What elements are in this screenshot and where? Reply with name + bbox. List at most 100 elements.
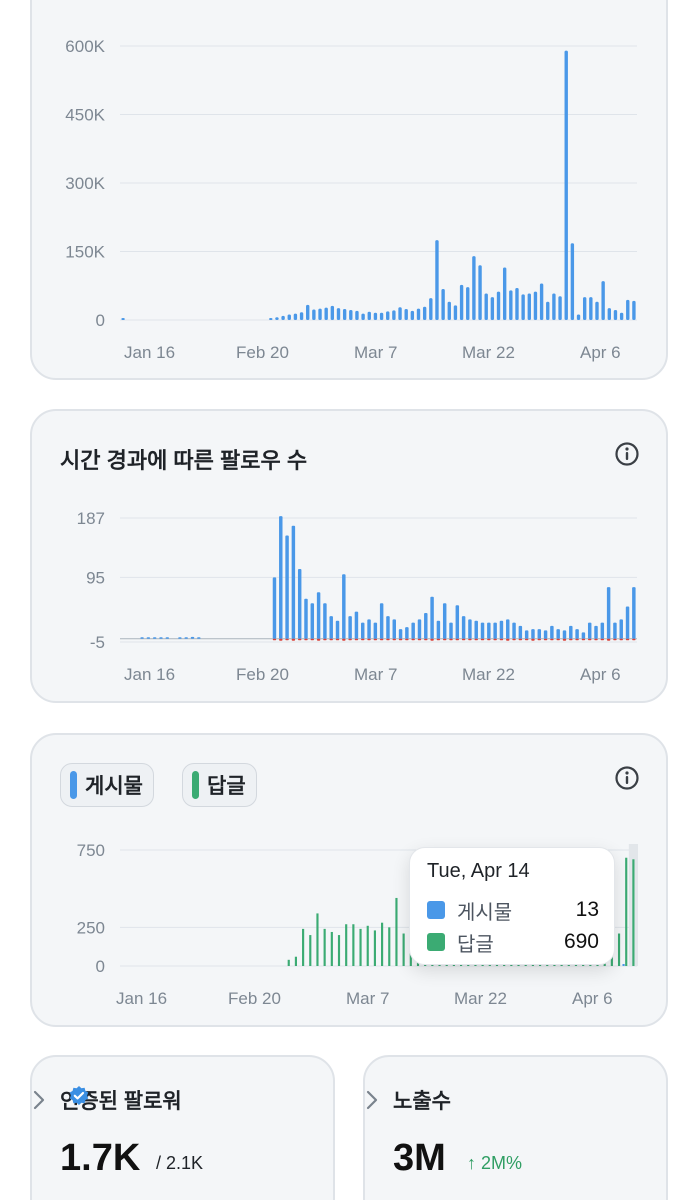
impressions-bar [459, 284, 464, 320]
impressions-stat-card[interactable]: 노출수 3M ↑ 2M% [363, 1055, 668, 1200]
impressions-bar [312, 309, 316, 320]
follow-loss-bar [468, 638, 472, 641]
impressions-bar [293, 313, 298, 320]
y-tick-label: 0 [96, 957, 105, 976]
impressions-bar [379, 312, 384, 320]
impressions-bar [484, 293, 488, 320]
impressions-bar [490, 297, 495, 320]
tooltip-label: 답글 [457, 933, 494, 956]
follow-gain-bar [594, 625, 598, 639]
replies-bar [302, 928, 305, 966]
follow-gain-bar [291, 525, 296, 639]
follow-loss-bar [442, 638, 447, 641]
follow-loss-bar [310, 638, 315, 641]
follow-gain-bar [625, 606, 630, 639]
follow-gain-bar [619, 619, 623, 639]
impressions-bar [576, 314, 581, 320]
impressions-bar [422, 306, 427, 320]
replies-bar [345, 924, 348, 966]
follow-gain-bar [537, 629, 542, 639]
follow-gain-bar [304, 598, 308, 639]
follow-loss-bar [279, 638, 283, 641]
follow-loss-bar [272, 638, 277, 641]
follow-gain-bar [575, 629, 579, 639]
tooltip-swatch [427, 933, 445, 951]
follow-gain-bar [606, 587, 611, 639]
impressions-bar [281, 315, 285, 320]
follow-gain-bar [386, 616, 390, 639]
impressions-bar [447, 301, 451, 320]
info-icon[interactable] [614, 441, 640, 467]
y-tick-label: 150K [65, 243, 105, 262]
verified-followers-total: / 2.1K [156, 1153, 204, 1173]
follow-loss-bar [569, 638, 573, 641]
x-tick-label: Mar 7 [346, 989, 389, 1008]
follow-gain-bar [424, 612, 428, 639]
replies-bar [366, 925, 369, 966]
follow-loss-bar [499, 638, 504, 641]
follow-gain-bar [392, 619, 396, 639]
follow-loss-bar [493, 638, 497, 641]
follow-gain-bar [197, 637, 201, 639]
impressions-bar [287, 314, 291, 320]
follow-gain-bar [524, 630, 529, 639]
replies-bar [309, 935, 312, 966]
follow-gain-bar [184, 637, 188, 639]
follow-loss-bar [461, 638, 466, 641]
follow-loss-bar [405, 638, 409, 641]
follow-gain-bar [487, 622, 491, 639]
follow-gain-bar [449, 622, 453, 639]
follow-gain-bar [442, 603, 447, 639]
impressions-bar [386, 311, 390, 320]
follow-gain-bar [285, 535, 289, 639]
impressions-bar [355, 310, 359, 320]
follow-loss-bar [600, 638, 605, 641]
follow-gain-bar [329, 616, 333, 639]
impressions-bar [453, 305, 458, 320]
replies-bar [287, 959, 290, 966]
replies-bar [632, 859, 635, 966]
impressions-bar [361, 313, 365, 320]
x-tick-label: Mar 22 [462, 343, 515, 362]
posts-replies-chart-card: 게시물 답글 750 250 0 Jan 16 Feb 20 Mar 7 Mar 22 Apr… [30, 733, 668, 1027]
legend-chip-replies[interactable]: 답글 [182, 763, 257, 807]
follow-loss-bar [386, 638, 390, 641]
follow-loss-bar [581, 638, 586, 641]
follow-loss-bar [537, 638, 542, 641]
x-tick-label: Jan 16 [124, 665, 175, 684]
follow-gain-bar [405, 627, 409, 639]
impressions-bar [595, 301, 599, 320]
follow-gain-bar [581, 632, 586, 639]
posts-legend-swatch [70, 771, 77, 799]
follow-gain-bar [600, 622, 605, 639]
chevron-right-icon[interactable] [32, 1089, 46, 1111]
impressions-bar [558, 296, 562, 320]
follow-gain-bar [613, 622, 617, 639]
verified-followers-card[interactable]: 인증된 팔로워 1.7K / 2.1K [30, 1055, 335, 1200]
legend-chip-posts[interactable]: 게시물 [60, 763, 154, 807]
follow-loss-bar [518, 638, 523, 641]
follow-gain-bar [152, 637, 157, 639]
follow-gain-bar [411, 622, 415, 639]
impressions-bar-chart: 600K 450K 300K 150K 0 Jan 16 Feb 20 Mar 7 Mar 22… [65, 37, 637, 362]
follow-gain-bar [455, 605, 460, 639]
chevron-right-icon[interactable] [365, 1089, 379, 1111]
followers-chart-title: 시간 경과에 따른 팔로우 수 [60, 448, 308, 473]
follow-gain-bar [518, 625, 523, 639]
posts-bar [622, 963, 625, 966]
info-icon[interactable] [614, 765, 640, 791]
follow-loss-bar [480, 638, 485, 641]
follow-loss-bar [524, 638, 529, 641]
follow-gain-bar [348, 616, 352, 639]
impressions-bar [398, 307, 402, 320]
followers-bar-chart: 187 95 -5 Jan 16 Feb 20 Mar 7 Mar 22 Apr 6 [77, 509, 637, 684]
follow-loss-bar [487, 638, 491, 641]
follow-gain-bar [550, 625, 554, 639]
follow-gain-bar [361, 622, 365, 639]
y-tick-label: 250 [77, 918, 105, 937]
follow-loss-bar [543, 638, 548, 641]
impressions-bar [429, 298, 433, 320]
impressions-bar [367, 311, 371, 320]
impressions-bar [342, 309, 347, 320]
impressions-bar [527, 293, 531, 320]
